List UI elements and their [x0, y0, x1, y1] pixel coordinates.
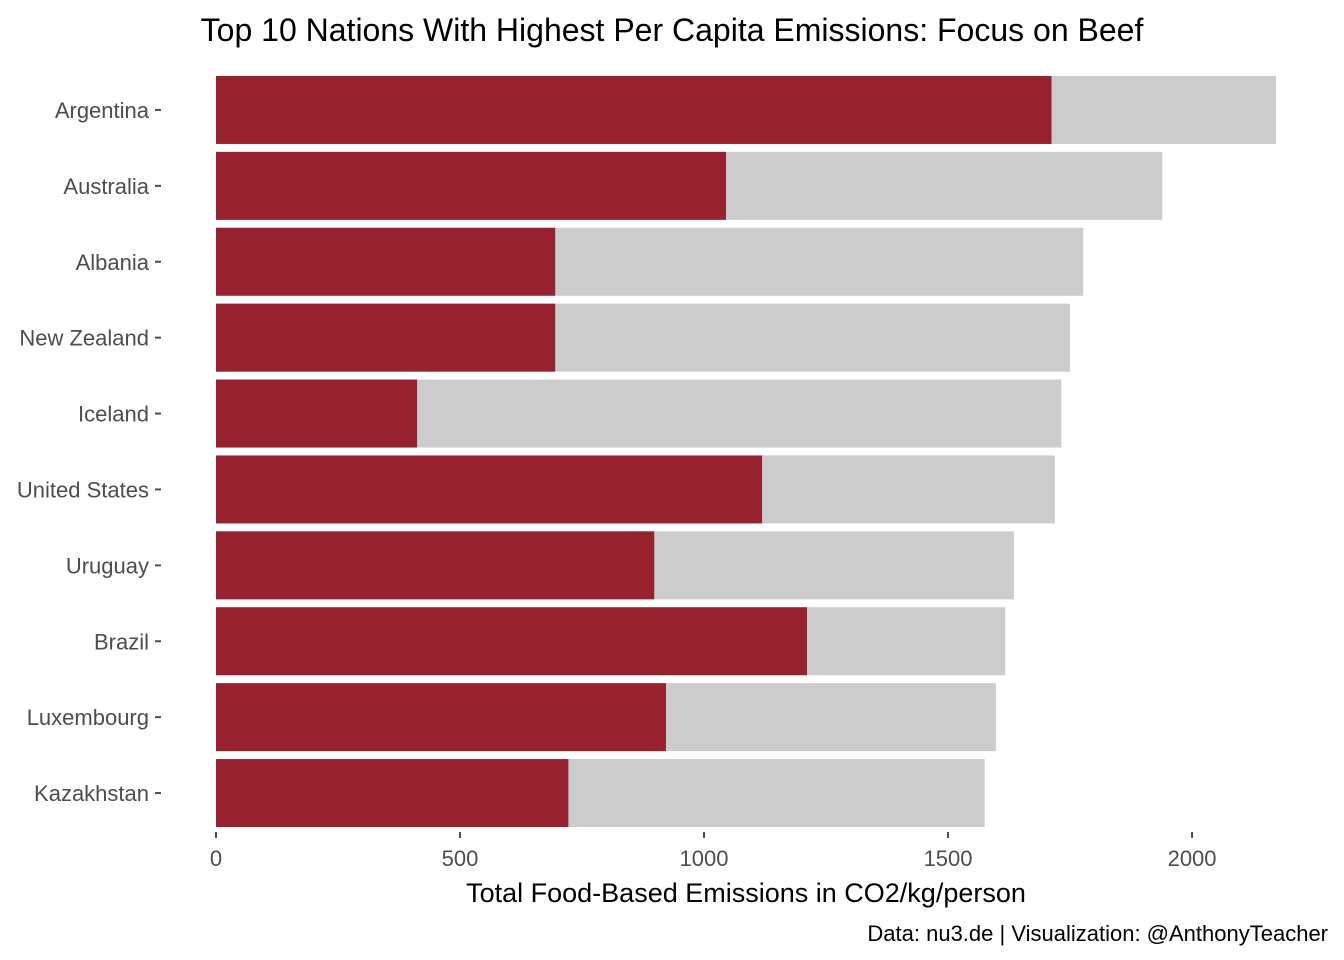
x-tick-label: 1500 — [924, 846, 973, 871]
bar-beef-argentina — [216, 75, 1052, 144]
bar-beef-albania — [216, 227, 556, 296]
bar-beef-australia — [216, 151, 726, 220]
y-tick-label: United States — [17, 477, 149, 502]
x-tick-label: 0 — [210, 846, 222, 871]
y-tick-label: Luxembourg — [27, 705, 149, 730]
bar-beef-brazil — [216, 607, 808, 676]
x-axis-title: Total Food-Based Emissions in CO2/kg/per… — [466, 878, 1026, 908]
x-tick-label: 1000 — [680, 846, 729, 871]
x-axis: 0 500 1000 1500 2000 — [210, 832, 1217, 871]
y-tick-label: Iceland — [78, 402, 149, 427]
y-tick-label: New Zealand — [19, 326, 149, 351]
bar-beef-iceland — [216, 379, 418, 448]
y-tick-label: Argentina — [55, 98, 150, 123]
bar-beef-united-states — [216, 455, 763, 524]
caption: Data: nu3.de | Visualization: @AnthonyTe… — [867, 921, 1328, 946]
x-tick-label: 500 — [442, 846, 479, 871]
y-tick-label: Australia — [63, 174, 149, 199]
x-tick-label: 2000 — [1168, 846, 1217, 871]
y-tick-label: Albania — [76, 250, 150, 275]
bar-beef-new-zealand — [216, 303, 556, 372]
bar-beef-kazakhstan — [216, 759, 569, 828]
y-tick-label: Kazakhstan — [34, 781, 149, 806]
y-tick-label: Uruguay — [66, 553, 149, 578]
beef-bars — [216, 75, 1052, 828]
chart-title: Top 10 Nations With Highest Per Capita E… — [201, 12, 1144, 48]
bar-beef-luxembourg — [216, 683, 666, 752]
y-tick-label: Brazil — [94, 629, 149, 654]
y-axis: Argentina Australia Albania New Zealand Icel… — [17, 98, 161, 806]
bar-beef-uruguay — [216, 531, 655, 600]
